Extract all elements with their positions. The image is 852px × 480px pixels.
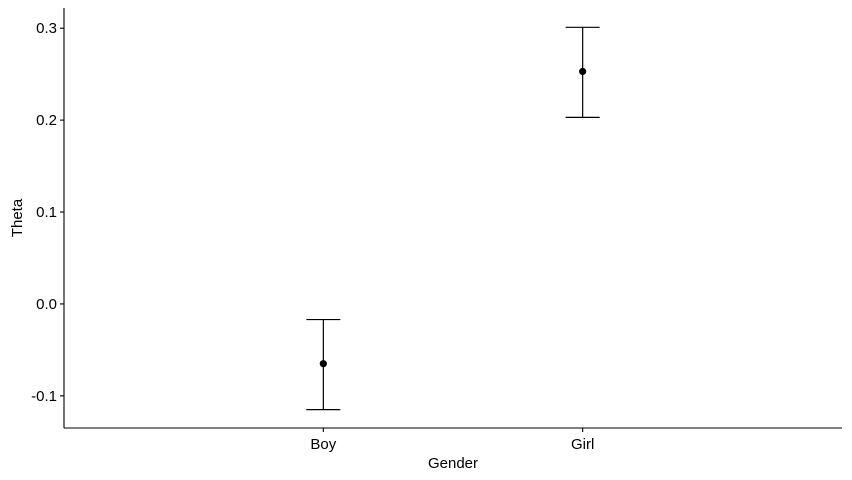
errorbars [306,26,600,411]
y-tick-label: 0.3 [36,20,57,37]
y-tick-label: 0.2 [36,112,57,129]
points [319,67,587,368]
x-ticks: Boy Girl [310,428,594,453]
axes [63,8,842,429]
y-tick-label: -0.1 [31,388,57,405]
y-axis-title: Theta [9,198,26,237]
data-point [319,360,327,368]
x-axis-title: Gender [428,455,478,472]
y-tick-label: 0.1 [36,204,57,221]
data-point [579,67,587,76]
x-tick-label: Boy [310,436,336,453]
x-tick-label: Girl [571,436,594,453]
y-tick-label: 0.0 [36,296,57,313]
y-ticks: -0.1 0.0 0.1 0.2 0.3 [31,20,64,405]
